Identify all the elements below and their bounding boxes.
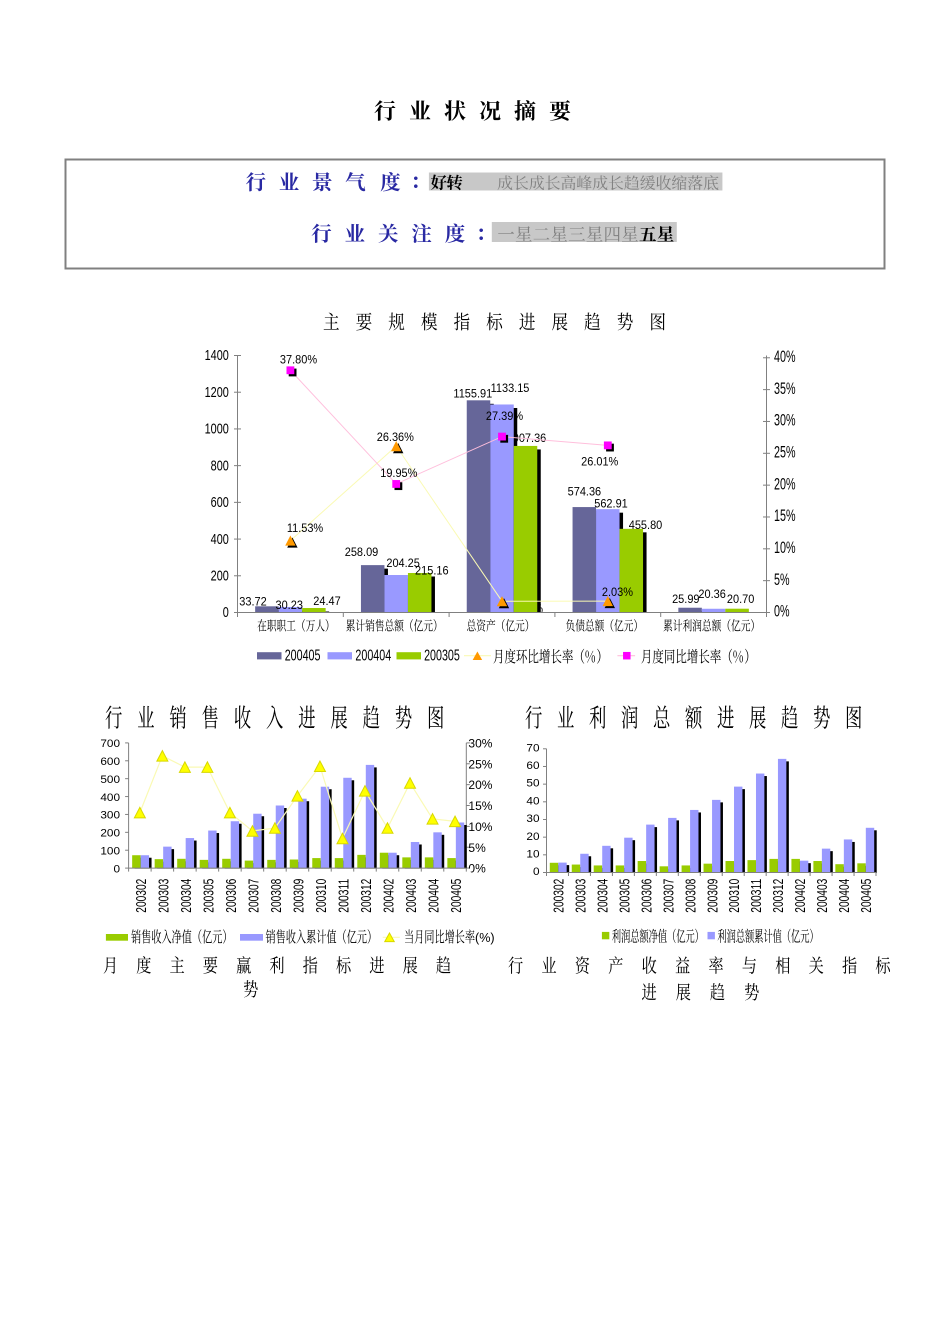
svg-text:200403: 200403 [815, 879, 831, 913]
svg-text:400: 400 [100, 792, 120, 804]
svg-text:15%: 15% [468, 799, 492, 813]
svg-text:10: 10 [526, 849, 539, 861]
svg-text:33.72: 33.72 [239, 595, 266, 609]
svg-text:800: 800 [211, 457, 229, 474]
svg-text:1000: 1000 [205, 420, 229, 437]
svg-text:60: 60 [526, 760, 539, 772]
svg-text:35%: 35% [774, 380, 796, 398]
svg-text:40%: 40% [774, 348, 796, 366]
svg-text:200404: 200404 [355, 647, 391, 665]
svg-text:907.36: 907.36 [513, 431, 547, 445]
svg-text:200308: 200308 [683, 879, 699, 913]
svg-text:200405: 200405 [859, 879, 875, 913]
svg-text:300: 300 [100, 810, 120, 822]
svg-text:30%: 30% [774, 411, 796, 429]
svg-text:200304: 200304 [595, 879, 611, 913]
svg-text:200404: 200404 [427, 879, 443, 913]
svg-text:600: 600 [100, 756, 120, 768]
svg-text:200310: 200310 [314, 879, 330, 913]
svg-text:600: 600 [211, 493, 229, 510]
svg-text:200310: 200310 [727, 879, 743, 913]
svg-text:200305: 200305 [201, 879, 217, 913]
svg-text:70: 70 [526, 743, 539, 755]
svg-text:1155.91: 1155.91 [453, 387, 492, 401]
svg-text:200312: 200312 [771, 879, 787, 913]
svg-text:455.80: 455.80 [629, 518, 663, 532]
svg-text:20: 20 [526, 831, 539, 843]
svg-text:0: 0 [223, 604, 229, 621]
svg-text:200: 200 [211, 567, 229, 584]
svg-text:25.99: 25.99 [672, 593, 699, 607]
svg-text:1200: 1200 [205, 383, 229, 400]
svg-text:20%: 20% [774, 475, 796, 493]
svg-text:200309: 200309 [291, 879, 307, 913]
svg-text:574.36: 574.36 [568, 485, 602, 499]
svg-text:25%: 25% [774, 443, 796, 461]
svg-text:30.23: 30.23 [275, 598, 302, 612]
svg-text:200311: 200311 [749, 879, 765, 913]
svg-text:200: 200 [100, 828, 120, 840]
svg-text:204.25: 204.25 [386, 557, 420, 571]
svg-text:19.95%: 19.95% [380, 467, 417, 481]
svg-text:50: 50 [526, 778, 539, 790]
svg-text:200302: 200302 [551, 879, 567, 913]
svg-text:100: 100 [100, 846, 120, 858]
svg-text:1133.15: 1133.15 [491, 382, 530, 396]
svg-text:26.01%: 26.01% [581, 455, 618, 469]
svg-text:37.80%: 37.80% [280, 353, 317, 367]
svg-text:700: 700 [100, 738, 120, 750]
svg-text:200402: 200402 [382, 879, 398, 913]
svg-text:0%: 0% [774, 602, 790, 620]
svg-text:215.16: 215.16 [415, 564, 449, 578]
svg-text:5%: 5% [774, 571, 790, 589]
svg-text:200302: 200302 [134, 879, 150, 913]
svg-text:200304: 200304 [179, 879, 195, 913]
svg-text:10%: 10% [774, 539, 796, 557]
svg-text:258.09: 258.09 [345, 545, 379, 559]
svg-text:30: 30 [526, 813, 539, 825]
svg-text:24.47: 24.47 [313, 594, 340, 608]
svg-text:200309: 200309 [705, 879, 721, 913]
svg-text:200403: 200403 [404, 879, 420, 913]
svg-text:27.39%: 27.39% [486, 410, 523, 424]
svg-text:200305: 200305 [424, 647, 460, 665]
svg-text:0%: 0% [468, 862, 486, 876]
svg-text:400: 400 [211, 530, 229, 547]
svg-text:200404: 200404 [837, 879, 853, 913]
svg-text:20%: 20% [468, 778, 492, 792]
svg-text:200308: 200308 [269, 879, 285, 913]
svg-text:2.03%: 2.03% [602, 586, 633, 600]
svg-text:200306: 200306 [639, 879, 655, 913]
svg-text:200303: 200303 [573, 879, 589, 913]
svg-text:5%: 5% [468, 841, 486, 855]
svg-text:200306: 200306 [224, 879, 240, 913]
svg-text:0: 0 [113, 864, 120, 876]
svg-text:562.91: 562.91 [594, 497, 628, 511]
svg-text:(%): (%) [475, 931, 495, 945]
svg-text:200405: 200405 [449, 879, 465, 913]
svg-text:25%: 25% [468, 757, 492, 771]
svg-text:26.36%: 26.36% [377, 431, 414, 445]
svg-text:10%: 10% [468, 820, 492, 834]
svg-text:200303: 200303 [156, 879, 172, 913]
svg-text:500: 500 [100, 774, 120, 786]
svg-text:200307: 200307 [661, 879, 677, 913]
svg-text:20.70: 20.70 [727, 593, 755, 607]
svg-text:200312: 200312 [359, 879, 375, 913]
svg-text:0: 0 [533, 866, 540, 878]
svg-text:20.36: 20.36 [698, 587, 725, 601]
svg-text:1400: 1400 [205, 347, 229, 364]
svg-text:200402: 200402 [793, 879, 809, 913]
svg-text:200305: 200305 [617, 879, 633, 913]
svg-text:40: 40 [526, 796, 539, 808]
svg-text:200405: 200405 [285, 647, 321, 665]
svg-text:200307: 200307 [246, 879, 262, 913]
svg-text:200311: 200311 [336, 879, 352, 913]
svg-text:11.53%: 11.53% [287, 521, 323, 535]
svg-text:15%: 15% [774, 507, 796, 525]
svg-text:30%: 30% [468, 737, 492, 751]
